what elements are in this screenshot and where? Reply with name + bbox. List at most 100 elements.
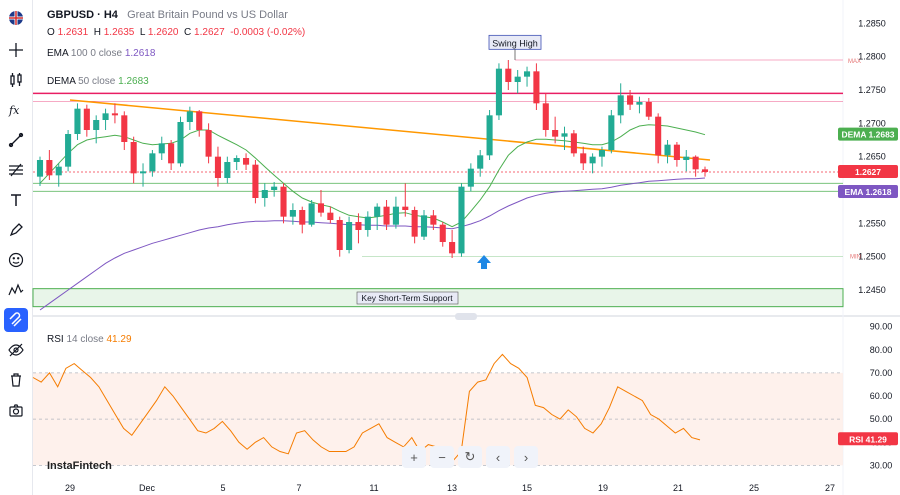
ema-name: EMA <box>47 48 69 59</box>
candle-up <box>289 210 296 217</box>
dema-name: DEMA <box>47 76 76 87</box>
candle-up <box>617 95 624 116</box>
camera-icon[interactable] <box>4 398 28 422</box>
reset-button[interactable]: ↻ <box>458 446 482 468</box>
emoji-icon[interactable] <box>4 248 28 272</box>
dema-price-tag-bg <box>838 127 898 141</box>
time-tick-label: 15 <box>522 483 532 493</box>
candle-down <box>336 220 343 250</box>
rsi-value-tag: RSI 41.29 <box>838 432 898 446</box>
price-tick-label: 1.2700 <box>858 118 886 128</box>
time-tick-label: 19 <box>598 483 608 493</box>
eye-off-icon[interactable] <box>4 338 28 362</box>
buy-arrow-icon <box>477 255 491 269</box>
candle-up <box>186 111 193 122</box>
candle-up <box>561 133 568 137</box>
candle-up <box>589 156 596 164</box>
ema-price-tag-text: EMA 1.2618 <box>845 187 892 197</box>
candle-down <box>205 130 212 157</box>
candle-down <box>299 210 306 225</box>
trendline-icon[interactable] <box>4 128 28 152</box>
candle-up <box>224 162 231 178</box>
candle-down <box>168 143 175 164</box>
price-tick-label: 1.2650 <box>858 152 886 162</box>
candle-up <box>261 190 268 198</box>
zoom-out-button[interactable]: − <box>430 446 454 468</box>
candle-up <box>683 156 690 160</box>
candle-up <box>364 216 371 230</box>
dema-params: 50 close <box>78 76 116 87</box>
dema-value: 1.2683 <box>118 76 149 87</box>
ohlc-h-label: H <box>93 27 101 38</box>
time-tick-label: 29 <box>65 483 75 493</box>
key-support-label: Key Short-Term Support <box>361 293 453 303</box>
symbol-title: GBPUSD · H4 <box>47 9 118 21</box>
zoom-controls: + − ↻ ‹ › <box>402 446 538 468</box>
dema-legend[interactable]: DEMA 50 close 1.2683 <box>47 75 149 88</box>
candle-down <box>355 222 362 230</box>
ema-value: 1.2618 <box>124 48 156 59</box>
time-tick-label: 21 <box>673 483 683 493</box>
zoom-in-button[interactable]: + <box>402 446 426 468</box>
last-price-tag-bg <box>838 165 898 178</box>
candle-down <box>214 156 222 178</box>
symbol-description: Great Britain Pound vs US Dollar <box>127 9 288 21</box>
brush-icon[interactable] <box>4 218 28 242</box>
candle-down <box>505 68 512 82</box>
time-tick-label: 27 <box>825 483 835 493</box>
candle-down <box>552 130 559 137</box>
ohlc-change: -0.0003 (-0.02%) <box>230 27 306 38</box>
candle-up <box>55 166 62 176</box>
swing-high-label: Swing High <box>492 38 538 48</box>
rsi-line <box>32 353 701 462</box>
candles-icon[interactable] <box>4 68 28 92</box>
time-tick-label: 5 <box>220 483 225 493</box>
fx-icon[interactable]: fx <box>4 98 28 122</box>
crosshair-icon[interactable] <box>4 38 28 62</box>
price-tick-label: 1.2450 <box>858 285 886 295</box>
candle-down <box>46 160 53 176</box>
text-icon[interactable] <box>4 188 28 212</box>
rsi-value: 41.29 <box>106 334 132 345</box>
price-tick-label: 1.2850 <box>858 18 886 28</box>
pattern-icon[interactable] <box>4 278 28 302</box>
ema-100-line <box>39 177 706 311</box>
candle-down <box>645 102 652 117</box>
ohlc-c-value: 1.2627 <box>194 27 225 38</box>
candle-down <box>439 224 446 242</box>
candle-up <box>458 186 465 254</box>
fib-icon[interactable] <box>4 158 28 182</box>
ema-params: 100 0 close <box>70 48 123 59</box>
time-tick-label: Dec <box>139 483 156 493</box>
flag-uk-icon[interactable] <box>4 6 28 30</box>
rsi-value-tag-bg <box>838 432 898 446</box>
time-tick-label: 25 <box>749 483 759 493</box>
ohlc-legend: O 1.2631 H 1.2635 L 1.2620 C 1.2627 -0.0… <box>47 26 305 39</box>
candle-down <box>533 71 540 104</box>
watermark: InstaFintech <box>47 460 112 472</box>
candle-down <box>383 206 390 225</box>
candle-down <box>196 111 203 130</box>
candle-up <box>65 134 72 167</box>
candle-up <box>420 215 428 237</box>
ema-price-tag: EMA 1.2618 <box>838 185 898 198</box>
candle-up <box>271 186 278 190</box>
scroll-left-button[interactable]: ‹ <box>486 446 510 468</box>
scroll-right-button[interactable]: › <box>514 446 538 468</box>
candle-down <box>327 212 334 220</box>
trash-icon[interactable] <box>4 368 28 392</box>
ema-price-tag-bg <box>838 185 898 198</box>
key-support-callout: Key Short-Term Support <box>356 291 459 305</box>
candle-up <box>598 150 606 157</box>
candle-up <box>149 153 156 172</box>
svg-text:fx: fx <box>8 104 20 117</box>
ema-legend[interactable]: EMA 100 0 close 1.2618 <box>47 47 155 60</box>
ohlc-c-label: C <box>184 27 192 38</box>
last-price-tag: 1.2627 <box>838 165 898 178</box>
magnet-icon[interactable] <box>4 308 28 332</box>
rsi-tick-label: 60.00 <box>870 391 893 401</box>
candle-up <box>93 120 100 130</box>
rsi-legend[interactable]: RSI 14 close 41.29 <box>47 333 132 346</box>
candle-up <box>477 155 484 169</box>
